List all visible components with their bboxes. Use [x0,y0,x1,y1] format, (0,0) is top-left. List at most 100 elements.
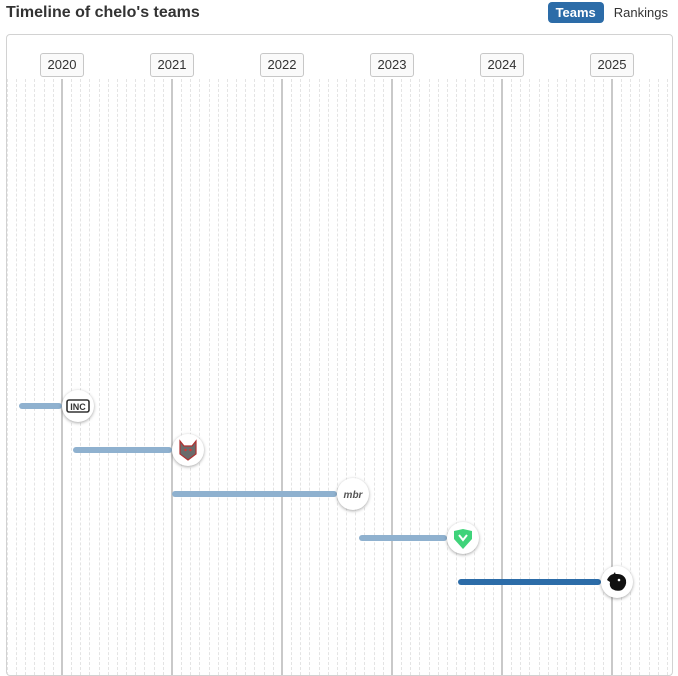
svg-text:INC: INC [70,402,86,412]
minor-grid-line [346,79,347,675]
minor-grid-line [89,79,90,675]
minor-grid-line [447,79,448,675]
year-label: 2025 [590,53,634,77]
minor-grid-line [209,79,210,675]
minor-grid-line [199,79,200,675]
furia-logo-icon [607,572,627,591]
minor-grid-line [7,79,8,675]
year-grid-line [61,79,63,675]
minor-grid-line [621,79,622,675]
year-label: 2022 [260,53,304,77]
team-period-bar[interactable] [19,403,62,409]
minor-grid-line [566,79,567,675]
team-logo[interactable] [601,566,633,598]
minor-grid-line [630,79,631,675]
minor-grid-line [658,79,659,675]
year-label: 2020 [40,53,84,77]
timeline-panel: 2020 2021 2022 2023 2024 2025 INC mbr [6,34,673,676]
minor-grid-line [291,79,292,675]
minor-grid-line [456,79,457,675]
team-period-bar[interactable] [359,535,447,541]
year-grid-line [501,79,503,675]
wolf-logo-icon [179,439,197,461]
minor-grid-line [108,79,109,675]
team-logo[interactable]: INC [62,390,94,422]
minor-grid-line [309,79,310,675]
minor-grid-line [300,79,301,675]
page-title: Timeline of chelo's teams [6,4,200,21]
minor-grid-line [154,79,155,675]
minor-grid-line [557,79,558,675]
year-label: 2021 [150,53,194,77]
minor-grid-line [539,79,540,675]
minor-grid-line [438,79,439,675]
minor-grid-line [410,79,411,675]
minor-grid-line [364,79,365,675]
minor-grid-line [264,79,265,675]
minor-grid-line [383,79,384,675]
year-grid-line [611,79,613,675]
minor-grid-line [401,79,402,675]
minor-grid-line [419,79,420,675]
minor-grid-line [227,79,228,675]
view-tabs: Teams Rankings [547,2,672,23]
minor-grid-line [429,79,430,675]
minor-grid-line [273,79,274,675]
minor-grid-line [594,79,595,675]
tab-teams[interactable]: Teams [547,2,604,23]
minor-grid-line [649,79,650,675]
minor-grid-line [245,79,246,675]
minor-grid-line [25,79,26,675]
minor-grid-line [218,79,219,675]
team-period-bar[interactable] [458,579,601,585]
minor-grid-line [71,79,72,675]
minor-grid-line [117,79,118,675]
minor-grid-line [328,79,329,675]
minor-grid-line [465,79,466,675]
minor-grid-line [34,79,35,675]
minor-grid-line [190,79,191,675]
minor-grid-line [181,79,182,675]
minor-grid-line [529,79,530,675]
minor-grid-line [355,79,356,675]
minor-grid-line [236,79,237,675]
imperial-logo-icon [454,529,472,549]
team-logo[interactable] [447,522,479,554]
minor-grid-line [603,79,604,675]
minor-grid-line [374,79,375,675]
minor-grid-line [319,79,320,675]
minor-grid-line [99,79,100,675]
year-grid-line [171,79,173,675]
minor-grid-line [126,79,127,675]
minor-grid-line [44,79,45,675]
svg-text:mbr: mbr [344,490,364,501]
minor-grid-line [548,79,549,675]
minor-grid-line [575,79,576,675]
minor-grid-line [53,79,54,675]
minor-grid-line [474,79,475,675]
year-grid-line [391,79,393,675]
minor-grid-line [163,79,164,675]
team-period-bar[interactable] [73,447,172,453]
minor-grid-line [520,79,521,675]
minor-grid-line [144,79,145,675]
mibr-logo-icon: mbr [344,490,364,501]
minor-grid-line [254,79,255,675]
minor-grid-line [493,79,494,675]
team-period-bar[interactable] [172,491,337,497]
team-logo[interactable] [172,434,204,466]
year-grid-line [281,79,283,675]
year-label: 2024 [480,53,524,77]
minor-grid-line [337,79,338,675]
minor-grid-line [484,79,485,675]
year-label: 2023 [370,53,414,77]
minor-grid-line [584,79,585,675]
team-logo[interactable]: mbr [337,478,369,510]
minor-grid-line [16,79,17,675]
minor-grid-line [639,79,640,675]
minor-grid-line [511,79,512,675]
minor-grid-line [667,79,668,675]
minor-grid-line [80,79,81,675]
minor-grid-line [135,79,136,675]
tab-rankings[interactable]: Rankings [613,5,668,20]
